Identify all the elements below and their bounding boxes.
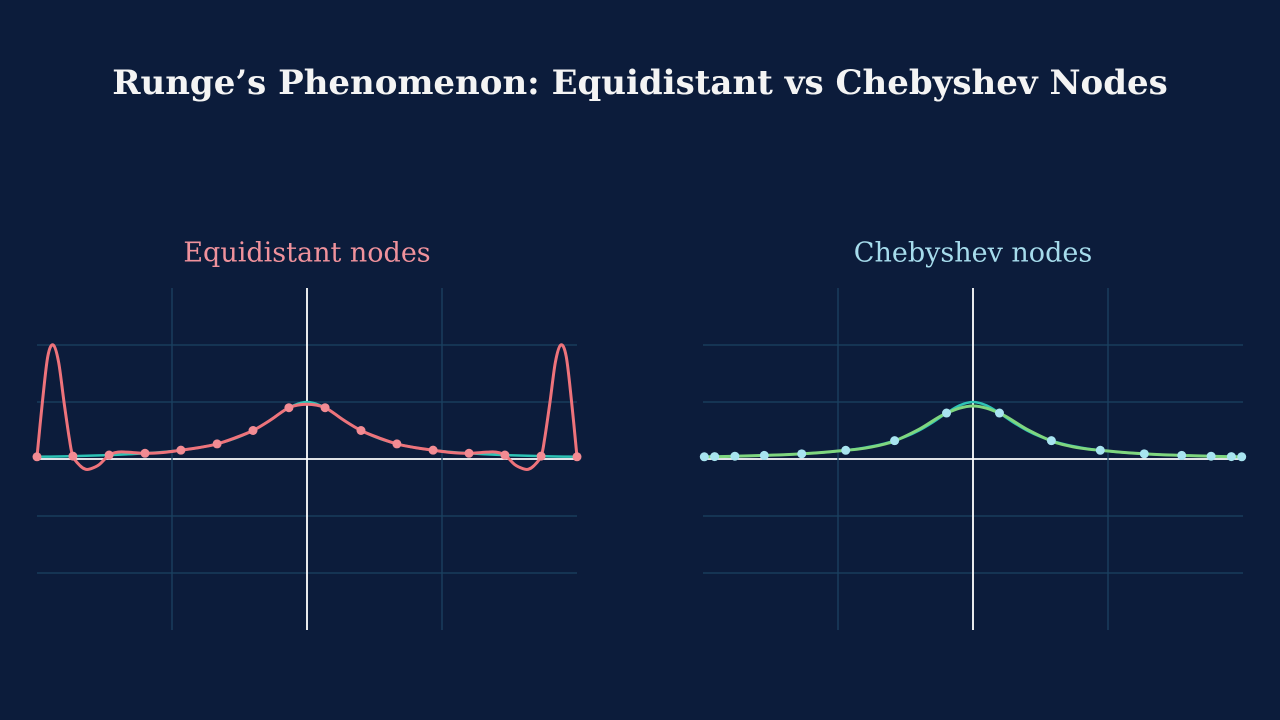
node-point	[536, 451, 546, 461]
node-point	[1177, 450, 1187, 460]
node-point	[428, 445, 438, 455]
node-point	[32, 452, 42, 462]
node-point	[356, 426, 366, 435]
node-point	[730, 451, 740, 461]
curve	[36, 400, 578, 459]
node-point	[1206, 451, 1216, 461]
node-point	[1046, 436, 1056, 446]
node-point	[797, 449, 807, 459]
node-point	[1139, 449, 1149, 459]
node-point	[572, 452, 582, 462]
node-point	[1095, 445, 1105, 455]
node-point	[759, 450, 769, 460]
node-point	[942, 408, 952, 418]
panel-title: Chebyshev nodes	[854, 238, 1092, 269]
node-point	[284, 403, 294, 413]
curve	[35, 343, 579, 471]
node-point	[994, 408, 1004, 418]
node-point	[890, 436, 900, 446]
node-point	[1226, 452, 1236, 462]
node-point	[320, 403, 330, 413]
node-point	[1237, 452, 1247, 462]
node-point	[699, 452, 709, 462]
node-point	[176, 445, 186, 455]
node-point	[710, 452, 720, 462]
node-point	[841, 445, 851, 455]
main-title: Runge’s Phenomenon: Equidistant vs Cheby…	[112, 63, 1168, 103]
node-point	[500, 450, 510, 460]
node-point	[140, 448, 150, 458]
node-point	[248, 426, 258, 435]
panel-title: Equidistant nodes	[183, 238, 430, 269]
node-point	[104, 450, 114, 460]
node-point	[212, 439, 222, 449]
node-point	[464, 448, 474, 458]
curve	[702, 404, 1244, 459]
node-point	[68, 451, 78, 461]
node-point	[392, 439, 402, 449]
